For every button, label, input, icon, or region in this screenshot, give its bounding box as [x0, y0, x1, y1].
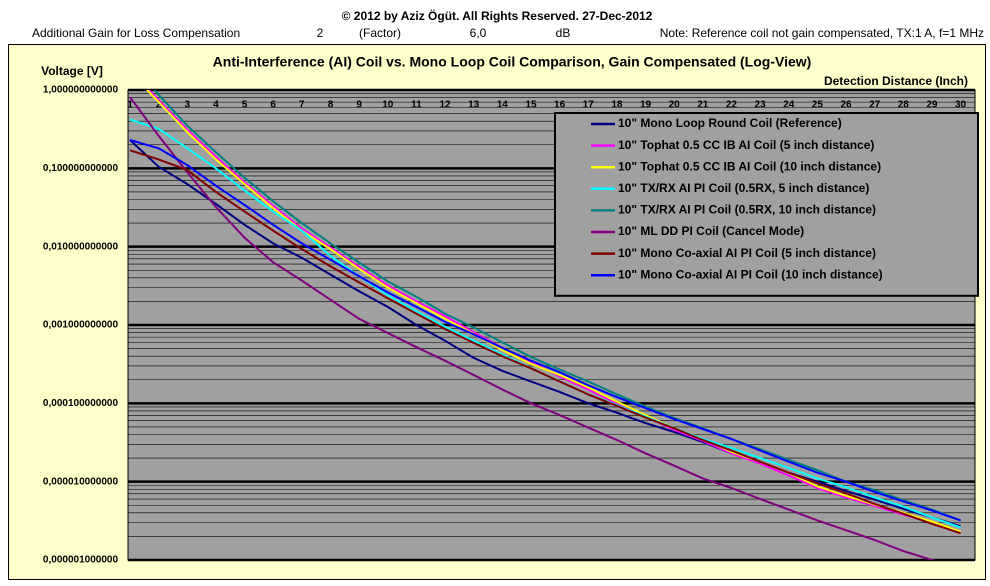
db-unit: dB	[556, 26, 571, 40]
series-group	[129, 90, 961, 560]
chart-title: Anti-Interference (AI) Coil vs. Mono Loo…	[213, 54, 812, 70]
series-line	[129, 149, 961, 535]
x-tick-label: 21	[697, 100, 709, 111]
x-tick-label: 23	[755, 100, 767, 111]
legend-label: 10" Mono Loop Round Coil (Reference)	[618, 116, 842, 130]
x-axis-label: Detection Distance (Inch)	[824, 74, 968, 88]
x-tick-label: 4	[213, 100, 219, 111]
x-tick-label: 9	[356, 100, 362, 111]
y-axis-label: Voltage [V]	[41, 64, 103, 78]
y-tick-label: 0,100000000000	[43, 163, 119, 174]
copyright: © 2012 by Aziz Ögüt. All Rights Reserved…	[342, 8, 653, 23]
y-tick-label: 0,000010000000	[43, 476, 119, 487]
x-tick-label: 12	[439, 100, 451, 111]
gain-db: 6,0	[470, 26, 487, 40]
x-tick-label: 19	[640, 100, 652, 111]
x-tick-label: 22	[726, 100, 738, 111]
x-tick-label: 2	[156, 100, 162, 111]
x-tick-label: 25	[812, 100, 824, 111]
x-tick-label: 15	[525, 100, 537, 111]
legend-label: 10" TX/RX AI PI Coil (0.5RX, 5 inch dist…	[618, 181, 869, 195]
legend-label: 10" Tophat 0.5 CC IB AI Coil (10 inch di…	[618, 159, 881, 173]
legend-label: 10" Tophat 0.5 CC IB AI Coil (5 inch dis…	[618, 138, 874, 152]
x-tick-label: 27	[869, 100, 881, 111]
x-tick-label: 26	[840, 100, 852, 111]
x-tick-label: 10	[382, 100, 394, 111]
x-tick-label: 13	[468, 100, 480, 111]
y-tick-label: 0,000001000000	[43, 555, 119, 566]
x-tick-label: 29	[926, 100, 938, 111]
series-line	[129, 96, 936, 560]
x-tick-label: 30	[955, 100, 967, 111]
series-line	[153, 90, 961, 522]
x-tick-label: 11	[411, 100, 422, 111]
y-tick-label: 0,010000000000	[43, 241, 119, 252]
series-line	[129, 139, 961, 522]
x-tick-label: 14	[497, 100, 509, 111]
legend-label: 10" ML DD PI Coil (Cancel Mode)	[618, 224, 804, 238]
x-tick-label: 8	[328, 100, 334, 111]
series-line	[129, 139, 961, 528]
x-tick-label: 18	[611, 100, 623, 111]
y-tick-label: 0,001000000000	[43, 320, 119, 331]
x-tick-label: 24	[783, 100, 795, 111]
gain-factor: 2	[317, 26, 324, 40]
legend-label: 10" TX/RX AI PI Coil (0.5RX, 10 inch dis…	[618, 203, 876, 217]
legend-box	[554, 112, 979, 297]
x-tick-label: 5	[242, 100, 248, 111]
factor-unit: (Factor)	[359, 26, 401, 40]
note: Note: Reference coil not gain compensate…	[660, 26, 984, 40]
y-tick-label: 1,000000000000	[43, 85, 119, 96]
x-tick-label: 6	[270, 100, 276, 111]
series-line	[145, 90, 961, 533]
x-tick-label: 28	[898, 100, 910, 111]
x-tick-label: 16	[554, 100, 566, 111]
x-tick-label: 17	[583, 100, 595, 111]
x-tick-label: 1	[127, 100, 133, 111]
x-tick-label: 7	[299, 100, 305, 111]
y-tick-label: 0,000100000000	[43, 398, 119, 409]
legend-label: 10" Mono Co-axial AI PI Coil (10 inch di…	[618, 267, 883, 281]
legend-label: 10" Mono Co-axial AI PI Coil (5 inch dis…	[618, 246, 876, 260]
x-tick-label: 20	[669, 100, 681, 111]
gain-label: Additional Gain for Loss Compensation	[32, 26, 240, 40]
x-tick-label: 3	[184, 100, 190, 111]
